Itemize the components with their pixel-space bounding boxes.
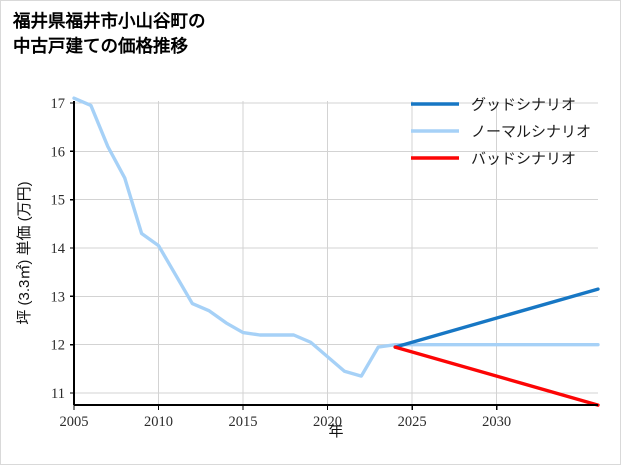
x-tick-label: 2005 (60, 414, 89, 430)
y-tick-label: 17 (51, 96, 66, 112)
legend-label-バッドシナリオ: バッドシナリオ (471, 152, 576, 168)
series-line-グッドシナリオ (393, 287, 600, 349)
x-tick-label: 2030 (482, 414, 511, 430)
y-tick-label: 13 (51, 289, 66, 305)
x-tick-label: 2020 (313, 414, 342, 430)
x-tick-label: 2010 (144, 414, 173, 430)
series-line-ノーマルシナリオ (72, 96, 600, 378)
y-tick-label: 14 (51, 241, 66, 257)
y-axis-title: 坪 (3.3㎡) 単価 (万円) (16, 181, 33, 324)
x-tick-label: 2015 (229, 414, 258, 430)
x-tick-label: 2025 (398, 414, 427, 430)
legend-label-グッドシナリオ: グッドシナリオ (471, 97, 576, 114)
legend-label-ノーマルシナリオ: ノーマルシナリオ (471, 125, 591, 141)
y-tick-label: 12 (51, 338, 66, 354)
tick-labels-group: 11 12 13 14 15 16 17 2005 2010 2015 2020 2025 2030 (51, 96, 512, 430)
y-tick-label: 11 (51, 386, 65, 402)
series-line-バッドシナリオ (393, 345, 600, 407)
series-group (72, 96, 600, 407)
gridlines-group (73, 101, 598, 405)
page-title: 福井県福井市小山谷町の 中古戸建ての価格推移 (13, 11, 206, 57)
y-tick-label: 15 (51, 193, 66, 209)
x-axis-title: 年 (328, 423, 343, 440)
axes-group (72, 101, 598, 407)
y-tick-label: 16 (51, 144, 66, 160)
